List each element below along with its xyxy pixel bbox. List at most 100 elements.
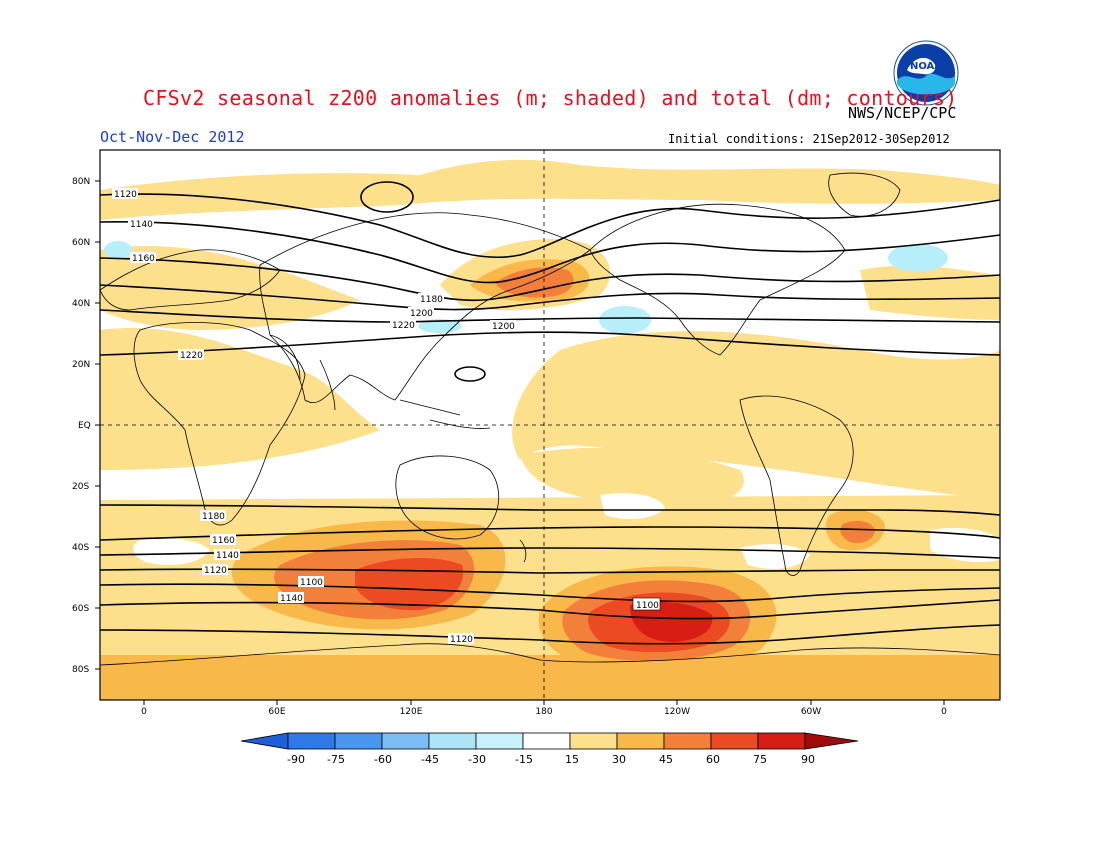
colorbar (240, 732, 859, 750)
contour-closed-arctic (360, 181, 414, 213)
colorbar-labels: -90 -75 -60 -45 -30 -15 15 30 45 60 75 9… (287, 753, 815, 766)
period-label: Oct-Nov-Dec 2012 (100, 128, 245, 146)
lat-tick-label: 40N (72, 299, 90, 309)
contour-label: 1120 (202, 564, 228, 576)
lon-tick-label: 0 (941, 707, 947, 717)
lat-tick-label: 60N (72, 238, 90, 248)
lat-tick-label: 20N (72, 360, 90, 370)
lat-tick-label: 80N (72, 177, 90, 187)
negative-anomaly-europe (104, 241, 132, 259)
svg-text:1180: 1180 (202, 512, 225, 522)
coast-asia (259, 212, 591, 404)
colorbar-label: 45 (659, 753, 673, 766)
lon-axis: 0 60E 120E 180 120W 60W 0 (141, 707, 947, 717)
coast-arabia-india (269, 334, 336, 411)
anomaly-north-atlantic (860, 265, 1000, 320)
coast-africa (133, 322, 306, 526)
contour-1200-south (100, 526, 1000, 541)
svg-text:1140: 1140 (130, 220, 153, 230)
contour-1100-south (100, 624, 1000, 645)
lon-tick-label: 120E (400, 707, 423, 717)
anomaly-band-south-inner (100, 655, 1000, 700)
contour-1180-north (100, 284, 1000, 311)
contour-label: 1220 (390, 319, 416, 331)
svg-text:1120: 1120 (204, 566, 227, 576)
coast-australia (395, 455, 499, 540)
chart-title: CFSv2 seasonal z200 anomalies (m; shaded… (143, 86, 958, 110)
anomaly-europe (100, 245, 360, 330)
colorbar-arrow-left (240, 732, 289, 750)
anomaly-north-pacific-core (495, 267, 574, 298)
svg-text:1120: 1120 (450, 635, 473, 645)
noaa-logo-icon: NOAA (893, 40, 959, 106)
colorbar-swatch (757, 732, 806, 750)
contour-label: 1120 (112, 188, 138, 200)
contour-closed-pacific (454, 366, 486, 382)
height-contours (100, 181, 1000, 645)
colorbar-label: -60 (374, 753, 392, 766)
coast-europe (100, 249, 281, 311)
contour-label: 1100 (632, 597, 661, 611)
lon-tick-label: 180 (535, 707, 552, 717)
anomaly-pacific-equatorial (520, 447, 744, 507)
lat-tick-label: EQ (78, 421, 91, 431)
contour-label: 1180 (200, 510, 226, 522)
colorbar-swatch (381, 732, 430, 750)
lat-tick-label: 40S (72, 543, 89, 553)
contour-label: 1200 (408, 307, 434, 319)
colorbar-arrow-right (804, 732, 859, 750)
coast-antarctica (100, 643, 1000, 666)
anomaly-south-pacific-core (630, 601, 713, 642)
colorbar-label: -45 (421, 753, 439, 766)
contour-label: 1140 (278, 592, 304, 604)
colorbar-label: -90 (287, 753, 305, 766)
negative-anomaly-pacific-east (599, 306, 651, 334)
lat-tick-label: 80S (72, 665, 89, 675)
coast-south-america (739, 395, 854, 576)
svg-text:1140: 1140 (216, 551, 239, 561)
colorbar-swatch (569, 732, 618, 750)
agency-label: NWS/NCEP/CPC (848, 104, 957, 122)
colorbar-swatch (663, 732, 712, 750)
anomaly-south-atlantic-core (840, 520, 875, 544)
negative-anomaly-north-atlantic (888, 244, 948, 272)
contour-1140-south (100, 583, 1000, 603)
svg-text:1160: 1160 (212, 536, 235, 546)
contour-1180-south (100, 547, 1000, 559)
contour-1160-north (100, 257, 1000, 302)
coast-north-america (589, 203, 846, 356)
initial-conditions-label: Initial conditions: 21Sep2012-30Sep2012 (668, 132, 950, 146)
svg-text:1180: 1180 (420, 295, 443, 305)
anomaly-north-band (100, 159, 1000, 220)
lon-tick-label: 0 (141, 707, 147, 717)
lon-tick-label: 60E (268, 707, 285, 717)
neutral-gap-2 (600, 493, 665, 520)
colorbar-label: -75 (327, 753, 345, 766)
contour-1160-south (100, 568, 1000, 574)
svg-text:1140: 1140 (280, 594, 303, 604)
lon-tick-label: 120W (664, 707, 690, 717)
coast-new-zealand (519, 539, 527, 563)
contour-label: 1160 (130, 252, 156, 264)
colorbar-swatch (428, 732, 477, 750)
contour-1120-north (100, 193, 1000, 259)
colorbar-label: -15 (515, 753, 533, 766)
colorbar-label: 15 (565, 753, 579, 766)
neutral-gap-1 (133, 538, 210, 565)
lat-axis: 80N 60N 40N 20N EQ 20S 40S 60S 80S (72, 177, 91, 675)
colorbar-swatch (475, 732, 524, 750)
contour-label: 1140 (214, 549, 240, 561)
svg-text:1220: 1220 (392, 321, 415, 331)
colorbar-swatch (710, 732, 759, 750)
logo-lettering: NOAA (910, 61, 942, 72)
contour-label: 1100 (298, 576, 324, 588)
svg-text:1160: 1160 (132, 254, 155, 264)
contour-label: 1120 (448, 633, 474, 645)
svg-text:1120: 1120 (114, 190, 137, 200)
contour-label: 1220 (178, 349, 204, 361)
svg-text:1200: 1200 (492, 322, 515, 332)
coast-greenland (828, 172, 901, 217)
colorbar-label: -30 (468, 753, 486, 766)
contour-label: 1200 (490, 320, 516, 332)
